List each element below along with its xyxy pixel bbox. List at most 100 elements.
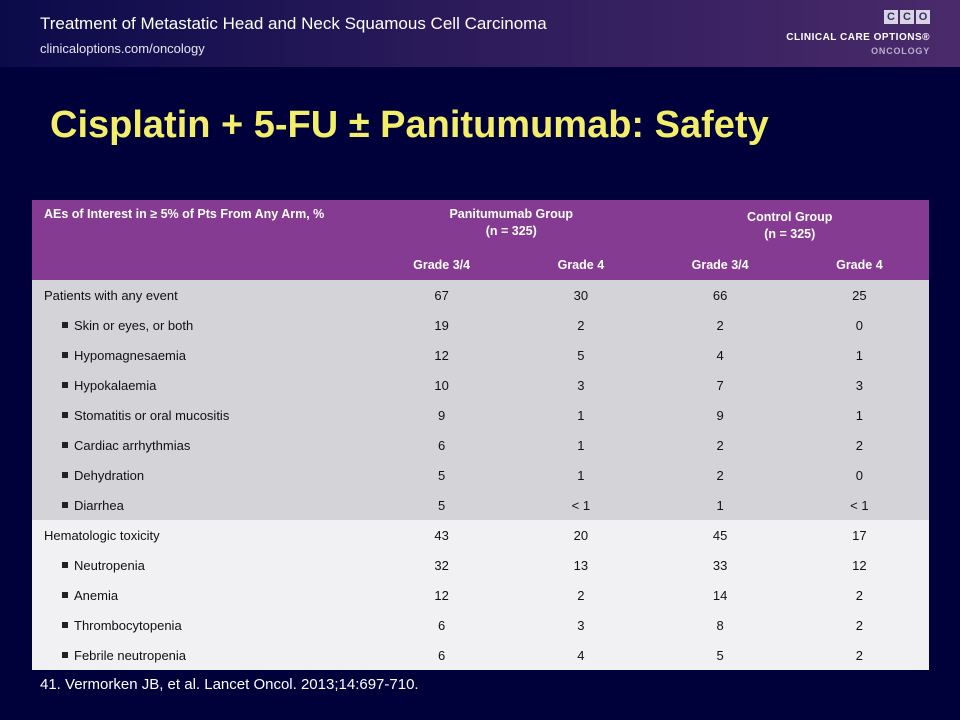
table-row: Thrombocytopenia 6 3 8 2 <box>32 610 929 640</box>
row-label: Neutropenia <box>32 558 372 573</box>
cell-value: 5 <box>577 347 585 363</box>
table-row: Hypomagnesaemia 12 5 4 1 <box>32 340 929 370</box>
table-row: Skin or eyes, or both 19 2 2 0 <box>32 310 929 340</box>
table-column-header: Grade 3/4 Grade 4 Grade 3/4 Grade 4 <box>32 250 929 280</box>
group1-n: (n = 325) <box>485 224 537 238</box>
bullet-icon <box>62 472 68 479</box>
bullet-icon <box>62 622 68 629</box>
cell-value: 5 <box>438 497 446 513</box>
cell-value: 8 <box>716 617 724 633</box>
safety-table: AEs of Interest in ≥ 5% of Pts From Any … <box>32 200 929 670</box>
bullet-icon <box>62 412 68 419</box>
row-label: Thrombocytopenia <box>32 618 372 633</box>
cell-value: 13 <box>573 557 589 573</box>
group2-n: (n = 325) <box>764 227 816 241</box>
cell-value: 2 <box>716 437 724 453</box>
column-header: Grade 4 <box>557 258 605 272</box>
bullet-icon <box>62 442 68 449</box>
slide-title: Cisplatin + 5-FU ± Panitumumab: Safety <box>50 104 769 146</box>
bullet-icon <box>62 382 68 389</box>
row-label: Skin or eyes, or both <box>32 318 372 333</box>
cell-value: 3 <box>855 377 863 393</box>
table-row: Hypokalaemia 10 3 7 3 <box>32 370 929 400</box>
cell-value: 2 <box>577 317 585 333</box>
cell-value: 1 <box>577 437 585 453</box>
row-label: Anemia <box>32 588 372 603</box>
row-label: Dehydration <box>32 468 372 483</box>
row-label-text: Cardiac arrhythmias <box>74 437 191 453</box>
cell-value: 2 <box>716 467 724 483</box>
cell-value: 33 <box>712 557 728 573</box>
cell-value: 9 <box>438 407 446 423</box>
table-body: Patients with any event 67 30 66 25 Skin or e… <box>32 280 929 670</box>
cell-value: 10 <box>434 377 449 393</box>
table-row: Anemia 12 2 14 2 <box>32 580 929 610</box>
row-label-text: Skin or eyes, or both <box>74 317 194 333</box>
cell-value: 1 <box>577 407 585 423</box>
header-label: AEs of Interest in ≥ 5% of Pts From Any … <box>44 207 325 221</box>
row-label: Patients with any event <box>32 288 372 303</box>
row-label: Cardiac arrhythmias <box>32 438 372 453</box>
cell-value: 32 <box>434 557 449 573</box>
reference-citation: 41. Vermorken JB, et al. Lancet Oncol. 2… <box>40 676 419 693</box>
cell-value: 19 <box>434 317 449 333</box>
cell-value: 66 <box>712 287 728 303</box>
row-label-text: Febrile neutropenia <box>74 647 187 663</box>
cell-value: 7 <box>716 377 724 393</box>
column-header: Grade 3/4 <box>691 258 749 272</box>
cell-value: 17 <box>852 527 867 543</box>
cell-value: 5 <box>716 647 724 663</box>
group2-name: Control Group <box>747 210 833 224</box>
group1-name: Panitumumab Group <box>449 207 574 221</box>
row-label-text: Anemia <box>74 587 119 603</box>
cell-value: 0 <box>855 467 863 483</box>
cell-value: 30 <box>573 287 589 303</box>
row-label-text: Neutropenia <box>74 557 145 573</box>
logo-letter: C <box>900 10 914 24</box>
top-banner: Treatment of Metastatic Head and Neck Sq… <box>0 0 960 67</box>
logo-subtitle: ONCOLOGY <box>871 46 930 56</box>
row-label-text: Hematologic toxicity <box>44 527 160 543</box>
row-label: Hypokalaemia <box>32 378 372 393</box>
cell-value: 20 <box>573 527 589 543</box>
row-label: Hypomagnesaemia <box>32 348 372 363</box>
cell-value: 45 <box>712 527 728 543</box>
cell-value: 9 <box>716 407 724 423</box>
logo-letter: O <box>916 10 930 24</box>
cell-value: 2 <box>855 617 863 633</box>
cell-value: 12 <box>852 557 867 573</box>
row-label-text: Hypomagnesaemia <box>74 347 187 363</box>
cell-value: 1 <box>716 497 724 513</box>
row-label-text: Dehydration <box>74 467 145 483</box>
cell-value: 2 <box>855 647 863 663</box>
row-label-text: Thrombocytopenia <box>74 617 182 633</box>
column-header: Grade 3/4 <box>413 258 471 272</box>
website-url: clinicaloptions.com/oncology <box>40 41 205 56</box>
panitumumab-group-header: Panitumumab Group (n = 325) <box>372 200 651 250</box>
bullet-icon <box>62 592 68 599</box>
table-row: Febrile neutropenia 6 4 5 2 <box>32 640 929 670</box>
cell-value: 43 <box>434 527 449 543</box>
row-label: Febrile neutropenia <box>32 648 372 663</box>
row-label: Stomatitis or oral mucositis <box>32 408 372 423</box>
cell-value: 1 <box>855 347 863 363</box>
cell-value: 12 <box>434 587 449 603</box>
cell-value: 4 <box>716 347 724 363</box>
cell-value: 6 <box>438 647 446 663</box>
logo-mark: C C O <box>884 10 930 24</box>
cell-value: 12 <box>434 347 449 363</box>
cell-value: 2 <box>716 317 724 333</box>
cell-value: 3 <box>577 617 585 633</box>
clinical-care-options-logo: C C O CLINICAL CARE OPTIONS® ONCOLOGY <box>786 10 930 60</box>
row-label: Diarrhea <box>32 498 372 513</box>
table-group-header: AEs of Interest in ≥ 5% of Pts From Any … <box>32 200 929 250</box>
presentation-title: Treatment of Metastatic Head and Neck Sq… <box>40 14 547 33</box>
table-row: Cardiac arrhythmias 6 1 2 2 <box>32 430 929 460</box>
control-group-header: Control Group (n = 325) <box>651 200 930 250</box>
table-row: Diarrhea 5 < 1 1 < 1 <box>32 490 929 520</box>
row-label: Hematologic toxicity <box>32 528 372 543</box>
table-row: Hematologic toxicity 43 20 45 17 <box>32 520 929 550</box>
cell-value: 0 <box>855 317 863 333</box>
row-label-text: Hypokalaemia <box>74 377 157 393</box>
cell-value: 25 <box>852 287 867 303</box>
